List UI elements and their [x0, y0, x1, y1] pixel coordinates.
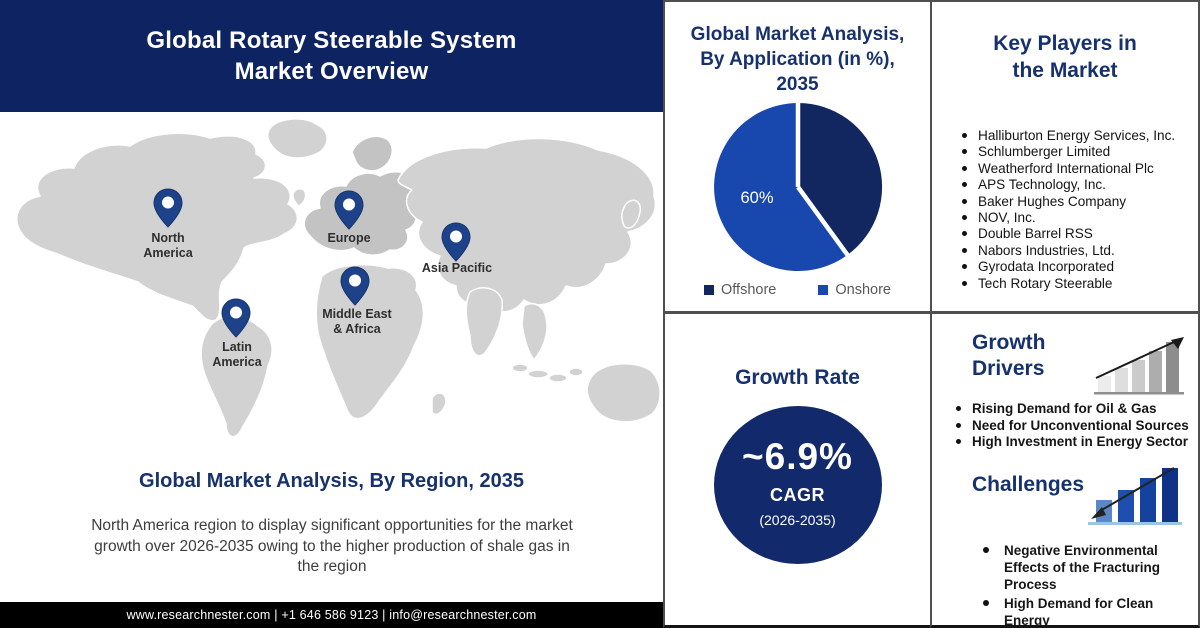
island-indonesia-1 — [511, 363, 529, 373]
growth-rate-panel: Growth Rate ~6.9% CAGR (2026-2035) — [665, 314, 930, 622]
legend-swatch-onshore-icon — [818, 285, 829, 295]
key-player-item: Schlumberger Limited — [962, 144, 1190, 160]
pie-data-label-60: 60% — [740, 189, 773, 207]
region-analysis-description: North America region to display signific… — [91, 517, 573, 575]
key-player-item: Gyrodata Incorporated — [962, 259, 1190, 275]
footer-contact-text: www.researchnester.com | +1 646 586 9123… — [126, 608, 537, 622]
key-player-item: Tech Rotary Steerable — [962, 276, 1190, 292]
challenge-item: High Demand for Clean Energy — [983, 595, 1196, 628]
left-section: Global Rotary Steerable System Market Ov… — [0, 0, 663, 628]
key-players-heading: Key Players in the Market — [993, 32, 1137, 82]
island-japan — [621, 199, 642, 229]
growth-drivers-list: Rising Demand for Oil & Gas Need for Unc… — [956, 401, 1200, 451]
map-label-latin-america: Latin America — [212, 340, 262, 369]
cagr-value: ~6.9% — [742, 436, 853, 477]
continent-south-america — [200, 315, 273, 438]
key-player-item: Nabors Industries, Ltd. — [962, 243, 1190, 259]
continent-greenland — [267, 118, 328, 159]
key-players-list: Halliburton Energy Services, Inc. Schlum… — [962, 128, 1190, 292]
world-map — [16, 118, 661, 438]
continent-north-america — [16, 132, 298, 322]
application-pie-panel: Global Market Analysis, By Application (… — [665, 2, 930, 314]
continent-africa — [315, 263, 425, 420]
key-player-item: Weatherford International Plc — [962, 161, 1190, 177]
map-label-europe: Europe — [327, 231, 371, 245]
legend-item-offshore: Offshore — [704, 282, 776, 298]
continent-asia — [397, 137, 657, 313]
drivers-challenges-panel: Growth Drivers Rising Demand for Oil & G… — [932, 314, 1200, 628]
region-southeast-asia — [521, 302, 548, 361]
growth-driver-item: Need for Unconventional Sources — [956, 418, 1200, 435]
map-label-asia-pacific: Asia Pacific — [421, 261, 493, 275]
key-player-item: Halliburton Energy Services, Inc. — [962, 128, 1190, 144]
map-pin-europe-icon — [334, 190, 364, 230]
challenges-header-row: Challenges — [972, 467, 1182, 528]
island-uk — [292, 188, 307, 207]
legend-item-onshore: Onshore — [818, 282, 891, 298]
pie-slice-onshore — [713, 103, 847, 271]
island-indonesia-3 — [548, 373, 568, 383]
page-title: Global Rotary Steerable System Market Ov… — [146, 27, 517, 85]
legend-label-onshore: Onshore — [835, 282, 891, 298]
map-pin-north-america-icon — [153, 188, 183, 228]
footer-bar: www.researchnester.com | +1 646 586 9123… — [0, 602, 663, 628]
key-players-panel: Key Players in the Market Halliburton En… — [932, 2, 1198, 314]
key-player-item: APS Technology, Inc. — [962, 177, 1190, 193]
pie-slice-offshore — [797, 102, 882, 255]
island-madagascar — [431, 392, 447, 416]
challenge-item: Negative Environmental Effects of the Fr… — [983, 542, 1196, 593]
cagr-period: (2026-2035) — [759, 512, 836, 528]
map-label-north-america: North America — [143, 231, 193, 260]
middle-column: Global Market Analysis, By Application (… — [663, 0, 930, 628]
header-banner: Global Rotary Steerable System Market Ov… — [0, 0, 663, 112]
right-column: Key Players in the Market Halliburton En… — [930, 0, 1200, 628]
growth-drivers-header-row: Growth Drivers — [972, 330, 1186, 396]
key-player-item: Double Barrel RSS — [962, 226, 1190, 242]
region-analysis-heading: Global Market Analysis, By Region, 2035 — [139, 470, 524, 492]
pie-chart-title: Global Market Analysis, By Application (… — [690, 24, 905, 95]
growth-drivers-heading: Growth Drivers — [972, 331, 1046, 380]
declining-arrow-bar-chart-icon — [1088, 467, 1182, 525]
map-pin-asia-pacific-icon — [441, 222, 471, 262]
pie-legend: Offshore Onshore — [665, 282, 930, 298]
island-indonesia-2 — [527, 369, 549, 379]
key-player-item: Baker Hughes Company — [962, 194, 1190, 210]
growth-rate-heading: Growth Rate — [735, 366, 860, 389]
map-pin-middle-east-africa-icon — [340, 266, 370, 306]
growth-driver-item: High Investment in Energy Sector — [956, 434, 1200, 451]
rising-bar-chart-icon — [1094, 337, 1184, 395]
pie-gap-line-lower — [795, 185, 851, 259]
legend-swatch-offshore-icon — [704, 285, 714, 295]
key-player-item: NOV, Inc. — [962, 210, 1190, 226]
map-pin-latin-america-icon — [221, 298, 251, 338]
cagr-circle: ~6.9% CAGR (2026-2035) — [713, 406, 882, 564]
legend-label-offshore: Offshore — [721, 282, 777, 298]
region-scandinavia — [351, 135, 393, 172]
cagr-label: CAGR — [770, 485, 825, 505]
map-label-middle-east-africa: Middle East & Africa — [322, 307, 392, 336]
continent-australia — [586, 363, 661, 423]
application-pie-chart: 60% — [713, 101, 882, 271]
island-indonesia-4 — [568, 367, 584, 377]
challenges-list: Negative Environmental Effects of the Fr… — [983, 542, 1196, 628]
challenges-heading: Challenges — [972, 473, 1085, 496]
region-india — [465, 287, 503, 357]
growth-driver-item: Rising Demand for Oil & Gas — [956, 401, 1200, 418]
